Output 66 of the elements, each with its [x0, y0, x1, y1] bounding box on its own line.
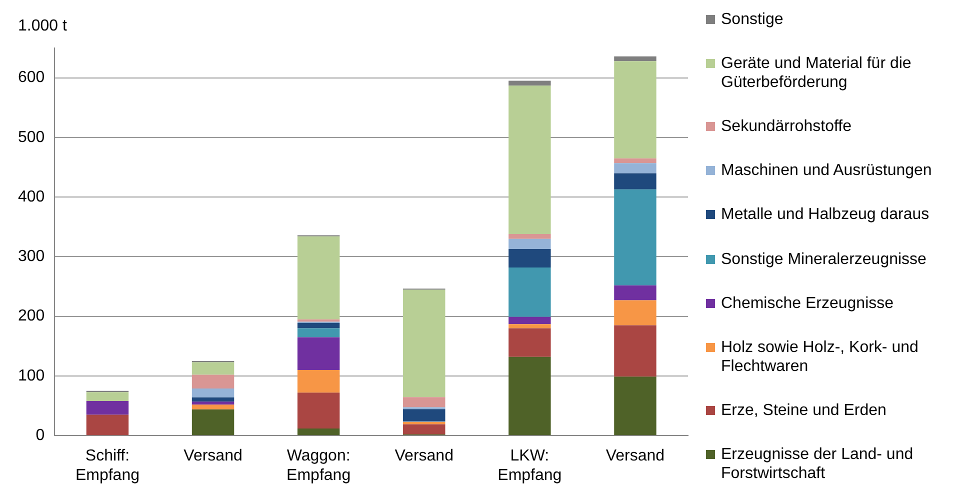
legend-label: Holz sowie Holz-, Kork- und Flechtwaren — [721, 338, 920, 376]
bar — [192, 362, 234, 375]
y-tick-label: 600 — [18, 69, 45, 86]
bar — [192, 409, 234, 436]
legend-label: Metalle und Halbzeug daraus — [721, 205, 930, 224]
bar — [297, 392, 340, 428]
bar — [403, 424, 446, 434]
y-tick-label: 0 — [36, 427, 45, 444]
bar — [192, 404, 234, 410]
bar — [508, 267, 551, 317]
legend-label: Erzeugnisse der Land- und Forstwirtschaft — [721, 444, 914, 483]
legend-label: Sekundärrohstoffe — [721, 117, 852, 136]
bar — [508, 80, 551, 86]
bar — [614, 56, 656, 62]
bar — [614, 163, 656, 174]
bar — [614, 325, 656, 377]
bar — [614, 300, 656, 326]
bar — [297, 328, 340, 338]
bar — [297, 337, 340, 370]
bar — [86, 392, 129, 402]
bar — [508, 248, 551, 268]
y-axis-title: 1.000 t — [18, 17, 68, 34]
bar — [508, 324, 551, 328]
x-tick-label: LKW: Empfang — [498, 448, 562, 484]
bar — [508, 328, 551, 357]
bar — [297, 428, 340, 436]
bar — [192, 402, 234, 405]
bar — [614, 376, 656, 436]
bar — [192, 374, 234, 388]
legend-label: Sonstige Mineralerzeugnisse — [721, 250, 926, 269]
bar — [403, 409, 446, 421]
bar — [297, 370, 340, 393]
bar — [403, 397, 446, 408]
bar — [403, 422, 446, 424]
bar — [614, 173, 656, 190]
x-tick-label: Versand — [606, 448, 665, 465]
bar — [192, 388, 234, 398]
legend-label: Erze, Steine und Erden — [721, 400, 886, 420]
bar — [614, 189, 656, 286]
bar — [614, 285, 656, 300]
bar — [297, 236, 340, 320]
bar — [614, 158, 656, 164]
legend-label: Geräte und Material für die Güterbeförderung — [721, 54, 912, 92]
bar — [508, 86, 551, 234]
bar — [192, 397, 234, 402]
x-tick-label: Versand — [394, 448, 454, 465]
bar — [508, 316, 551, 324]
bar — [297, 322, 340, 328]
bar — [508, 234, 551, 239]
y-tick-label: 200 — [18, 308, 45, 325]
y-tick-label: 500 — [18, 128, 45, 146]
legend-label: Chemische Erzeugnisse — [721, 294, 894, 313]
bar — [508, 356, 551, 436]
y-tick-label: 400 — [18, 188, 45, 206]
y-tick-label: 300 — [18, 248, 45, 266]
bar — [86, 401, 129, 415]
legend-label: Sonstige — [721, 10, 784, 29]
bar — [508, 238, 551, 249]
y-tick-label: 100 — [18, 367, 45, 384]
x-tick-label: Waggon: Empfang — [286, 448, 351, 484]
legend-label: Maschinen und Ausrüstungen — [721, 161, 932, 180]
x-tick-label: Versand — [184, 448, 242, 465]
bar — [86, 414, 129, 436]
x-tick-label: Schiff: Empfang — [75, 448, 140, 484]
bar — [614, 61, 656, 158]
bar — [403, 290, 446, 398]
